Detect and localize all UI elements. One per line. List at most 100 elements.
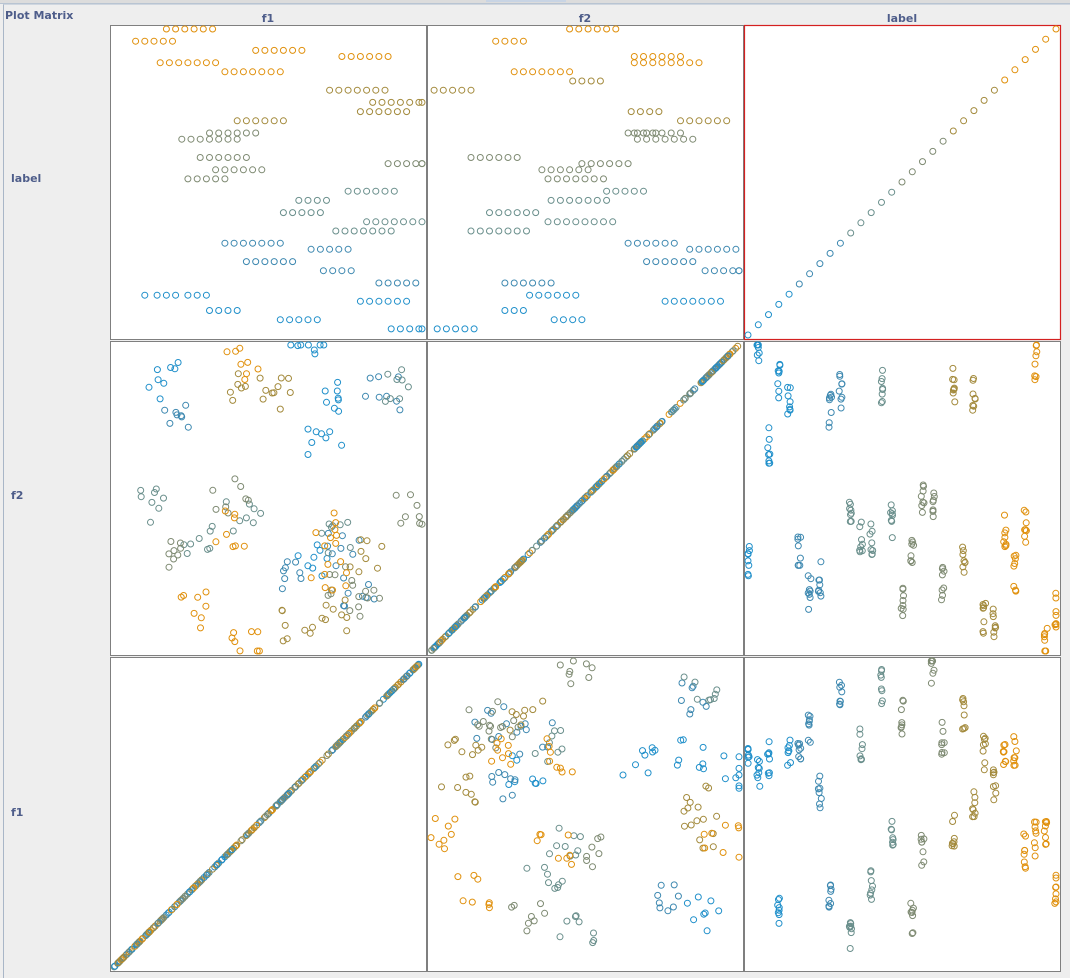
data-point bbox=[279, 258, 287, 266]
data-point bbox=[178, 413, 186, 421]
data-point bbox=[938, 739, 946, 747]
data-point bbox=[700, 765, 707, 773]
data-point bbox=[253, 647, 261, 655]
data-point bbox=[492, 744, 500, 752]
data-point bbox=[474, 721, 482, 729]
data-point bbox=[467, 154, 475, 161]
data-point bbox=[910, 541, 918, 549]
data-point bbox=[433, 325, 441, 333]
data-point bbox=[879, 384, 887, 392]
data-point bbox=[919, 498, 927, 506]
panel-f2-vs-f1[interactable] bbox=[110, 341, 427, 656]
data-point bbox=[644, 769, 652, 777]
data-point bbox=[366, 108, 374, 116]
data-point bbox=[513, 728, 521, 736]
data-point bbox=[185, 888, 193, 896]
data-point bbox=[141, 37, 149, 45]
window-top-border bbox=[0, 0, 1070, 4]
data-point bbox=[879, 366, 886, 374]
data-point bbox=[481, 593, 489, 601]
data-point bbox=[222, 503, 230, 511]
data-point bbox=[384, 53, 392, 60]
data-point bbox=[646, 430, 654, 438]
data-point bbox=[477, 598, 485, 606]
data-point bbox=[226, 388, 234, 396]
data-point bbox=[899, 585, 907, 593]
data-point bbox=[356, 612, 364, 620]
data-point bbox=[970, 813, 978, 821]
data-point bbox=[324, 529, 332, 537]
data-point bbox=[215, 307, 223, 314]
data-point bbox=[497, 578, 505, 586]
data-point bbox=[610, 465, 618, 473]
data-point bbox=[734, 822, 742, 830]
data-point bbox=[543, 735, 551, 743]
data-point bbox=[313, 541, 321, 549]
data-point bbox=[221, 239, 229, 247]
data-point bbox=[155, 919, 163, 927]
data-point bbox=[776, 361, 784, 369]
data-point bbox=[202, 871, 210, 879]
data-point bbox=[581, 494, 589, 502]
data-point bbox=[949, 389, 957, 397]
data-point bbox=[615, 160, 623, 168]
data-point bbox=[680, 258, 688, 266]
data-point bbox=[717, 297, 724, 305]
data-point bbox=[635, 440, 643, 448]
data-point bbox=[755, 769, 763, 777]
data-point bbox=[920, 482, 927, 490]
data-point bbox=[475, 722, 483, 730]
panel-label-vs-f1[interactable] bbox=[110, 25, 427, 340]
data-point bbox=[418, 218, 426, 226]
panel-label-vs-f2[interactable] bbox=[427, 25, 744, 340]
data-point bbox=[598, 477, 606, 485]
data-point bbox=[371, 704, 379, 712]
data-point bbox=[569, 506, 577, 514]
data-point bbox=[242, 154, 250, 161]
data-point bbox=[710, 267, 718, 275]
data-point bbox=[856, 752, 864, 760]
data-point bbox=[392, 491, 400, 499]
panel-f1-vs-label[interactable] bbox=[744, 657, 1061, 972]
data-point bbox=[1032, 827, 1040, 835]
data-point bbox=[366, 374, 374, 382]
data-point bbox=[446, 628, 454, 636]
data-point bbox=[784, 383, 792, 391]
tab-indicator[interactable] bbox=[486, 0, 566, 2]
data-point bbox=[342, 582, 350, 590]
data-point bbox=[552, 523, 560, 531]
data-point bbox=[624, 239, 632, 247]
column-label-label: label bbox=[886, 12, 918, 25]
data-point bbox=[721, 775, 729, 783]
data-point bbox=[856, 546, 864, 554]
data-point bbox=[341, 227, 349, 235]
data-point bbox=[1031, 376, 1039, 384]
data-point bbox=[236, 647, 244, 655]
data-point bbox=[230, 166, 238, 174]
data-point bbox=[432, 642, 440, 650]
data-point bbox=[283, 558, 291, 566]
data-point bbox=[501, 573, 509, 581]
data-point bbox=[950, 834, 958, 842]
data-point bbox=[350, 724, 358, 732]
data-point bbox=[524, 919, 532, 927]
data-point bbox=[393, 297, 401, 305]
data-point bbox=[1011, 66, 1019, 74]
panel-f1-vs-f2[interactable] bbox=[427, 657, 744, 972]
data-point bbox=[277, 374, 285, 382]
data-point bbox=[294, 342, 302, 350]
data-point bbox=[1042, 35, 1050, 43]
data-point bbox=[396, 406, 404, 414]
panel-label-vs-label[interactable] bbox=[743, 24, 1062, 341]
data-point bbox=[369, 227, 377, 235]
data-point bbox=[553, 218, 561, 226]
data-point bbox=[374, 564, 381, 572]
data-point bbox=[234, 380, 242, 388]
data-point bbox=[523, 227, 530, 235]
data-point bbox=[249, 519, 257, 527]
data-point bbox=[661, 239, 669, 247]
data-point bbox=[326, 86, 334, 94]
data-point bbox=[590, 218, 598, 226]
data-point bbox=[755, 757, 763, 765]
